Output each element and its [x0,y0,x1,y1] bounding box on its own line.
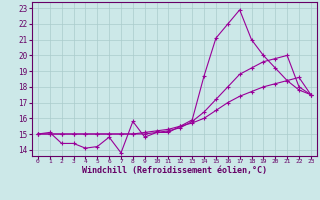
X-axis label: Windchill (Refroidissement éolien,°C): Windchill (Refroidissement éolien,°C) [82,166,267,175]
